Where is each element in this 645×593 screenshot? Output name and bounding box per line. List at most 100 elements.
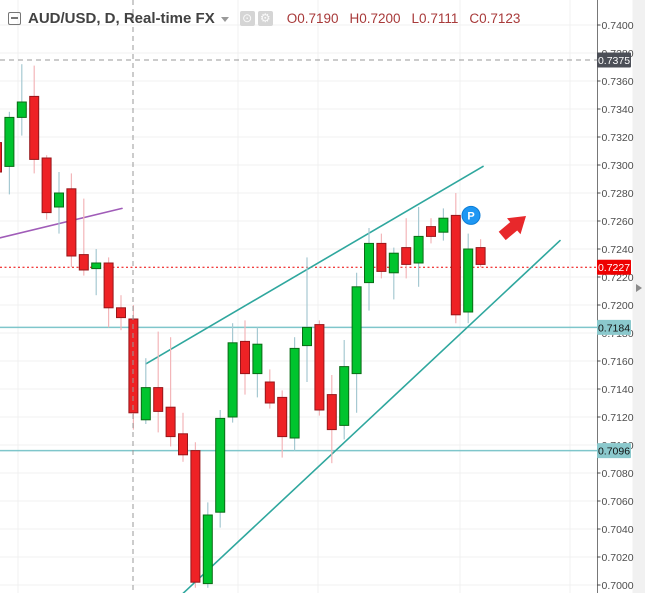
price-badge-0.7096: 0.7096 (597, 443, 631, 459)
candle-down (264, 369, 275, 409)
candle-body (475, 247, 486, 265)
axis-tick-label: 0.7220 (602, 272, 634, 284)
candle-body (202, 514, 213, 585)
candle-down (475, 239, 486, 268)
candle-down (450, 193, 461, 324)
candle-up (351, 272, 362, 413)
candle-body (140, 387, 151, 421)
channel-upper-trendline[interactable] (145, 165, 484, 365)
candle-body (264, 381, 275, 404)
candle-body (413, 235, 424, 264)
up-right-arrow-icon (498, 216, 526, 241)
candle-up (140, 358, 151, 424)
channel-lower-trendline[interactable] (182, 239, 561, 593)
axis-tick-label: 0.7020 (602, 552, 634, 564)
candle-body (252, 343, 263, 375)
candle-body (463, 248, 474, 313)
axis-tick-label: 0.7260 (602, 216, 634, 228)
candle-body (0, 142, 2, 173)
candle-down (376, 233, 387, 279)
candle-down (153, 331, 164, 433)
candle-up (302, 257, 312, 382)
ohlc-open: O0.7190 (286, 10, 339, 26)
candle-body (29, 95, 40, 160)
candle-body (66, 188, 77, 257)
candle-up (364, 228, 374, 311)
candle-body (78, 254, 89, 271)
price-badge-bg (597, 443, 631, 459)
candle-down (165, 337, 176, 447)
axis-tick-label: 0.7080 (602, 468, 634, 480)
axis-tick-label: 0.7060 (602, 496, 634, 508)
candle-body (314, 324, 325, 411)
candle-body (289, 347, 300, 439)
symbol-title[interactable]: AUD/USD, D, Real-time FX (28, 9, 215, 27)
price-badge-label: 0.7227 (598, 262, 630, 274)
purple-trendline[interactable] (0, 207, 123, 239)
candle-down (314, 320, 325, 416)
chart-header: AUD/USD, D, Real-time FX ⊙ ⚙ O0.7190 H0.7… (0, 0, 531, 36)
p-marker[interactable]: P (461, 205, 481, 225)
axis-tick-label: 0.7360 (602, 76, 634, 88)
candle-up (16, 64, 27, 136)
candle-body (339, 366, 350, 426)
axis-tick-label: 0.7320 (602, 132, 634, 144)
axis-tick-label: 0.7140 (602, 384, 634, 396)
chevron-down-icon[interactable] (220, 16, 229, 22)
candle-body (388, 252, 399, 274)
axis-tick-label: 0.7240 (602, 244, 634, 256)
axis-tick-label: 0.7160 (602, 356, 634, 368)
price-badge-0.7184: 0.7184 (597, 319, 631, 335)
p-marker-circle (461, 205, 481, 225)
ohlc-high: H0.7200 (349, 10, 401, 26)
candle-down (326, 375, 337, 464)
price-badge-bg (597, 52, 631, 68)
candle-body (54, 192, 64, 208)
candle-body (178, 433, 188, 456)
ohlc-readout: O0.7190 H0.7200 L0.7111 C0.7123 (287, 11, 532, 26)
ohlc-close: C0.7123 (469, 10, 521, 26)
axis-right-strip (632, 0, 645, 593)
price-axis[interactable]: 0.74000.73800.73600.73400.73200.73000.72… (597, 0, 645, 593)
candle-down (78, 198, 89, 276)
candle-body (190, 450, 201, 583)
scale-collapse-arrow-icon[interactable] (636, 284, 642, 292)
target-icon[interactable]: ⊙ (239, 10, 255, 26)
price-badge-label: 0.7096 (598, 446, 630, 458)
candle-down (0, 142, 2, 173)
candle-up (289, 337, 300, 451)
candle-down (178, 412, 188, 462)
axis-tick-label: 0.7120 (602, 412, 634, 424)
candle-body (215, 417, 226, 513)
candle-down (41, 155, 52, 220)
grid-lines (0, 0, 597, 593)
candle-body (450, 214, 461, 316)
candle-up (202, 502, 213, 588)
price-badge-bg (597, 259, 631, 275)
candle-body (227, 342, 238, 418)
candle-up (438, 208, 449, 241)
price-badge-label: 0.7375 (598, 55, 630, 67)
candle-body (103, 262, 114, 309)
price-badge-label: 0.7184 (598, 322, 630, 334)
ohlc-low: L0.7111 (411, 10, 459, 26)
price-badge-bg (597, 319, 631, 335)
axis-tick-label: 0.7340 (602, 104, 634, 116)
candle-body (426, 226, 436, 237)
axis-tick-label: 0.7400 (602, 20, 634, 32)
candle-body (401, 247, 412, 265)
candle-up (388, 247, 399, 300)
price-badge-0.7375: 0.7375 (597, 52, 631, 68)
collapse-chart-icon[interactable] (8, 11, 21, 25)
candle-body (16, 101, 27, 118)
axis-tick-label: 0.7200 (602, 300, 634, 312)
candle-down (277, 390, 288, 458)
candle-down (116, 295, 126, 331)
candle-body (364, 242, 374, 284)
gear-icon[interactable]: ⚙ (257, 10, 273, 26)
candle-down (401, 218, 412, 279)
candle-up (252, 327, 263, 398)
candle-body (116, 307, 126, 319)
minus-glyph (11, 17, 18, 19)
